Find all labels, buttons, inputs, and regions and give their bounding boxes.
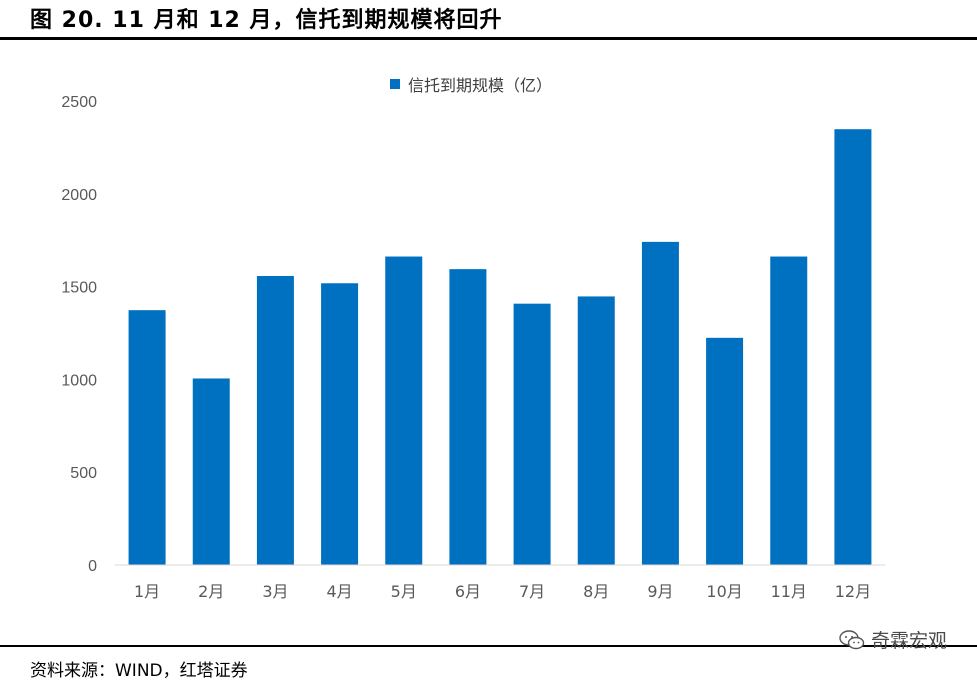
watermark-text: 奇霖宏观 <box>870 630 947 652</box>
y-tick-label: 1000 <box>61 372 97 389</box>
bar <box>385 256 423 565</box>
bar <box>192 378 230 565</box>
x-tick-label: 11月 <box>771 582 807 601</box>
wechat-icon <box>839 629 865 649</box>
bar <box>128 310 166 565</box>
bar <box>449 269 487 565</box>
x-tick-label: 8月 <box>583 582 609 601</box>
y-tick-label: 1500 <box>61 280 97 297</box>
x-tick-label: 5月 <box>391 582 417 601</box>
y-axis-ticks: 0 500 1000 1500 2000 2500 <box>61 94 97 575</box>
top-rule <box>0 37 977 40</box>
x-tick-label: 2月 <box>198 582 224 601</box>
bar <box>641 241 679 565</box>
figure-title: 图 20. 11 月和 12 月，信托到期规模将回升 <box>30 8 503 33</box>
y-tick-label: 0 <box>88 558 97 575</box>
x-tick-label: 12月 <box>835 582 871 601</box>
bottom-rule <box>0 645 977 647</box>
x-tick-label: 1月 <box>134 582 160 601</box>
y-tick-label: 2500 <box>61 94 97 111</box>
bar <box>577 296 615 565</box>
legend-swatch <box>390 79 400 89</box>
bar-chart: 信托到期规模（亿） 0 500 1000 1500 2000 2500 1月 2月 3月 4月 5… <box>61 76 885 601</box>
chart-legend: 信托到期规模（亿） <box>390 76 552 95</box>
bar <box>834 129 872 566</box>
bar <box>706 337 744 565</box>
bars <box>128 129 872 566</box>
x-tick-label: 4月 <box>326 582 352 601</box>
x-tick-label: 3月 <box>262 582 288 601</box>
x-tick-label: 7月 <box>519 582 545 601</box>
source-note: 资料来源：WIND，红塔证券 <box>30 661 248 681</box>
legend-label: 信托到期规模（亿） <box>408 76 552 95</box>
y-tick-label: 500 <box>70 465 97 482</box>
y-tick-label: 2000 <box>61 187 97 204</box>
x-axis-labels: 1月 2月 3月 4月 5月 6月 7月 8月 9月 10月 11月 12月 <box>134 582 871 601</box>
x-tick-label: 6月 <box>455 582 481 601</box>
bar <box>513 303 551 565</box>
bar <box>770 256 808 565</box>
watermark: 奇霖宏观 <box>839 626 947 653</box>
x-tick-label: 9月 <box>647 582 673 601</box>
x-tick-label: 10月 <box>706 582 742 601</box>
bar <box>321 283 359 565</box>
bar <box>256 276 294 565</box>
